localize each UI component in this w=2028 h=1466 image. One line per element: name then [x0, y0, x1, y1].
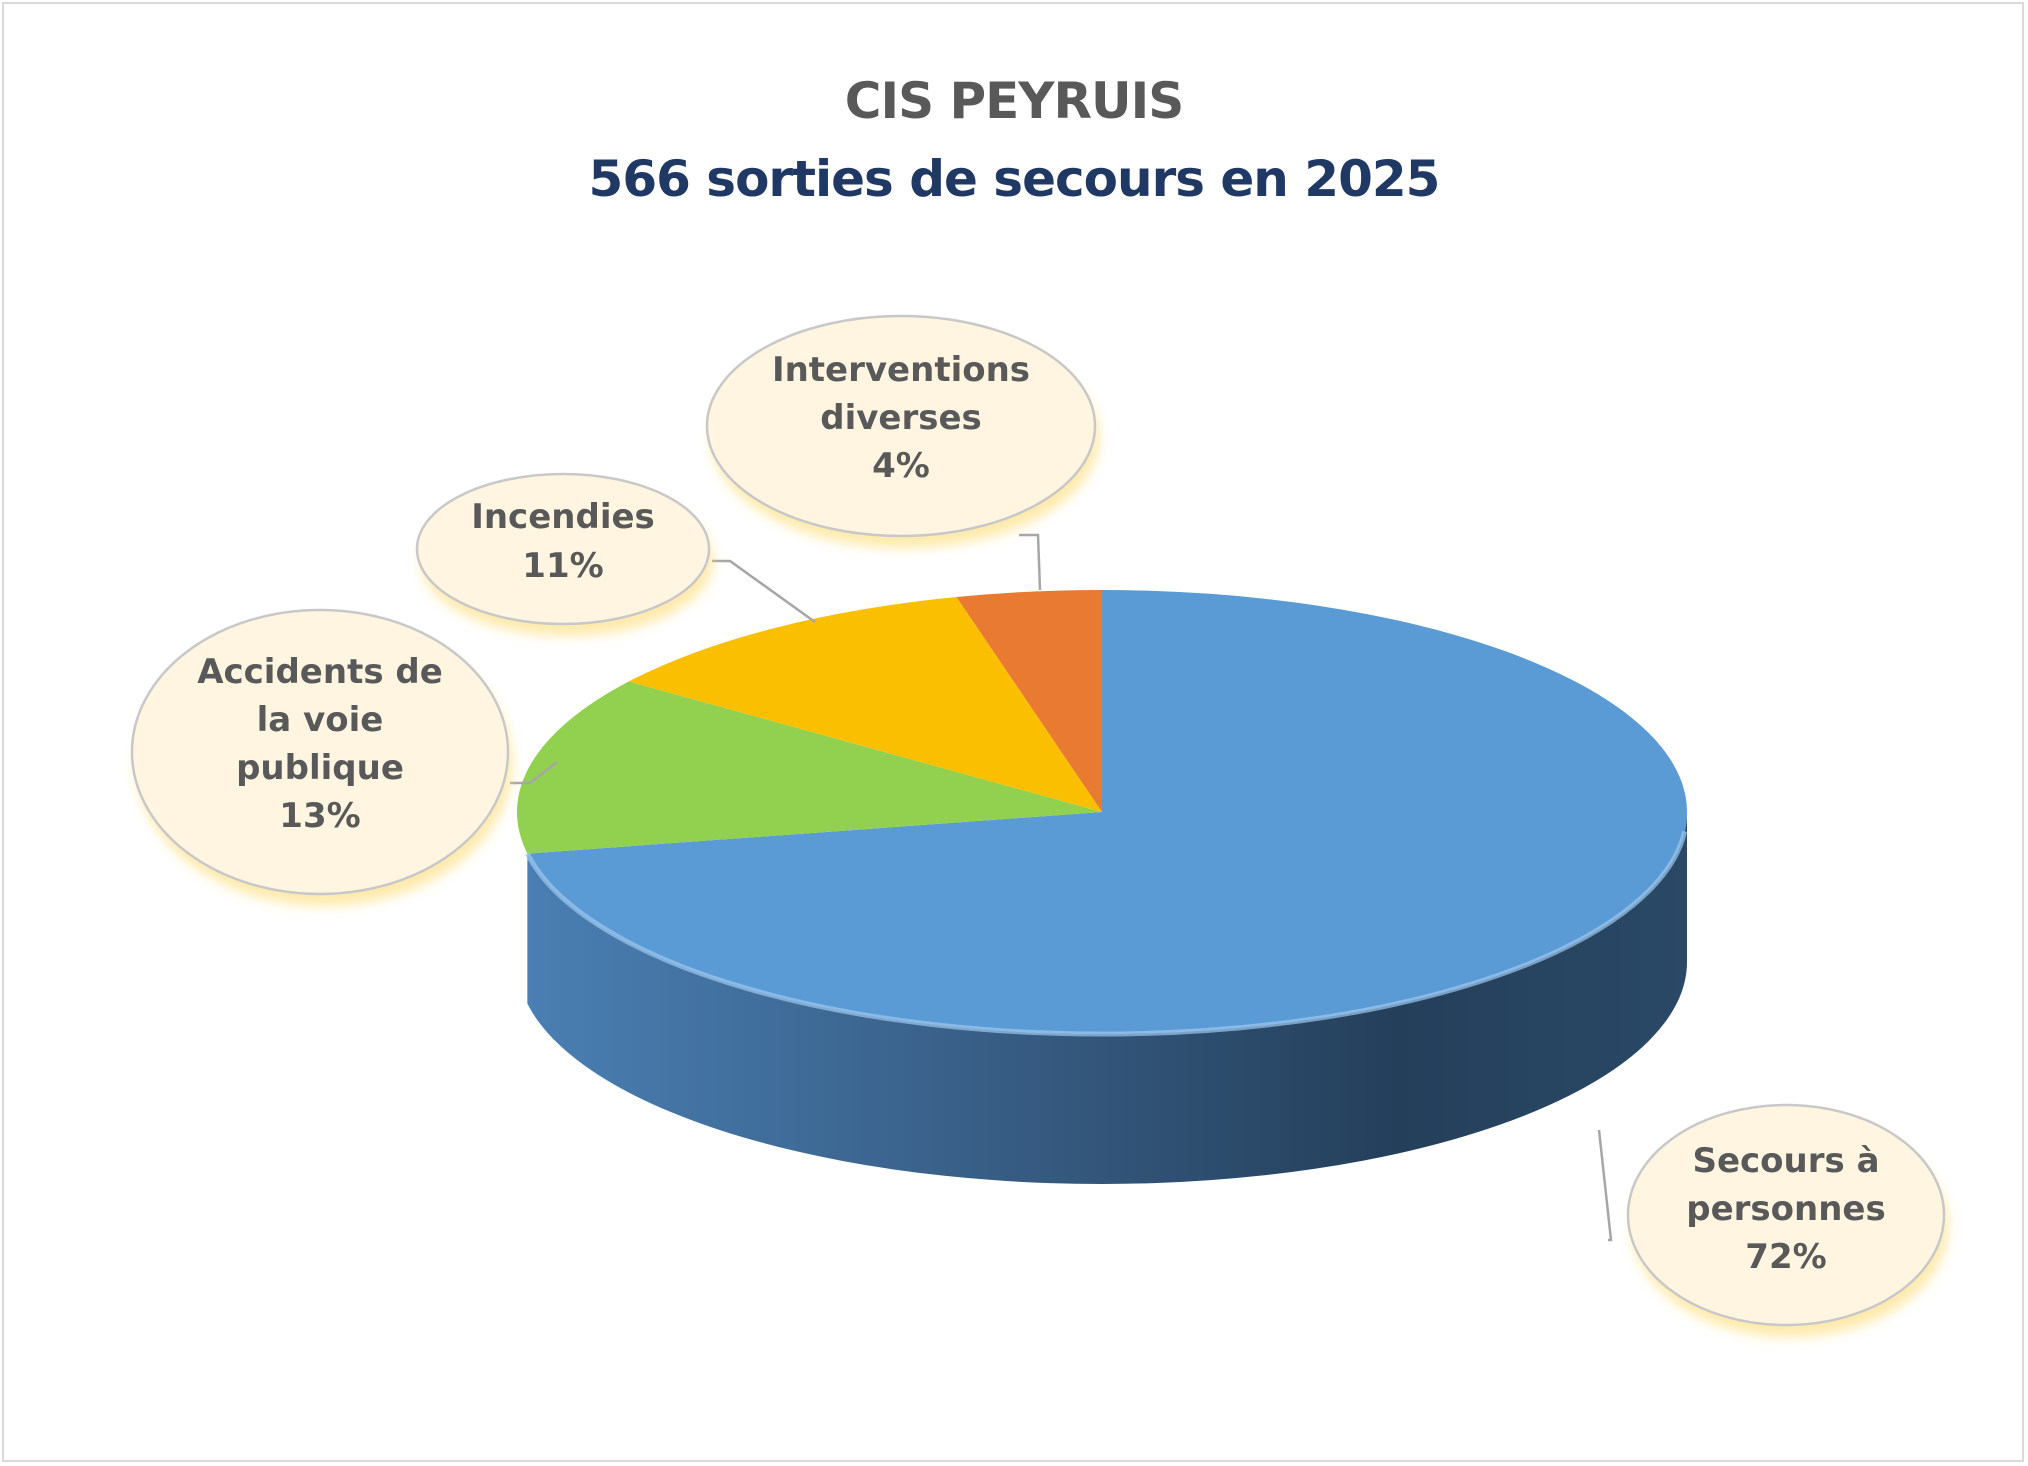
pie-slice: [628, 596, 1102, 812]
leader-line: [1597, 1129, 1613, 1242]
leader-line: [1019, 533, 1042, 591]
data-label-text: Secours à: [1692, 1141, 1879, 1181]
data-label-bubble: [415, 472, 711, 626]
pie-slice: [517, 681, 1102, 854]
data-label: Accidents de la voie publique 13%: [130, 608, 512, 906]
data-label-text: Accidents de: [197, 652, 443, 692]
data-label-text: Interventions: [772, 350, 1030, 390]
data-label-text: 13%: [279, 796, 360, 836]
data-label: Incendies 11%: [415, 472, 713, 636]
pie-rim-highlight: [525, 830, 1688, 1037]
pie-slice: [527, 590, 1687, 1034]
data-label: Secours à personnes 72%: [1626, 1103, 1948, 1337]
data-label-text: publique: [236, 748, 404, 788]
chart-title: CIS PEYRUIS: [844, 72, 1184, 130]
data-label-text: Incendies: [471, 497, 655, 537]
pie-slice: [956, 590, 1102, 812]
data-label-text: diverses: [820, 398, 982, 438]
data-label-text: 11%: [522, 546, 603, 586]
data-label-text: 4%: [872, 446, 930, 486]
data-label-text: personnes: [1686, 1189, 1885, 1229]
leader-line: [712, 559, 816, 624]
data-label-bubble: [130, 608, 510, 896]
data-label-text: la voie: [257, 700, 384, 740]
pie-side-wall: [527, 812, 1687, 1185]
data-label-bubble: [705, 314, 1097, 538]
chart-subtitle: 566 sorties de secours en 2025: [588, 150, 1441, 208]
leader-line: [510, 761, 558, 785]
data-label-bubble: [1626, 1103, 1946, 1327]
data-label: Interventions diverses 4%: [705, 314, 1099, 548]
data-label-text: 72%: [1745, 1237, 1826, 1277]
